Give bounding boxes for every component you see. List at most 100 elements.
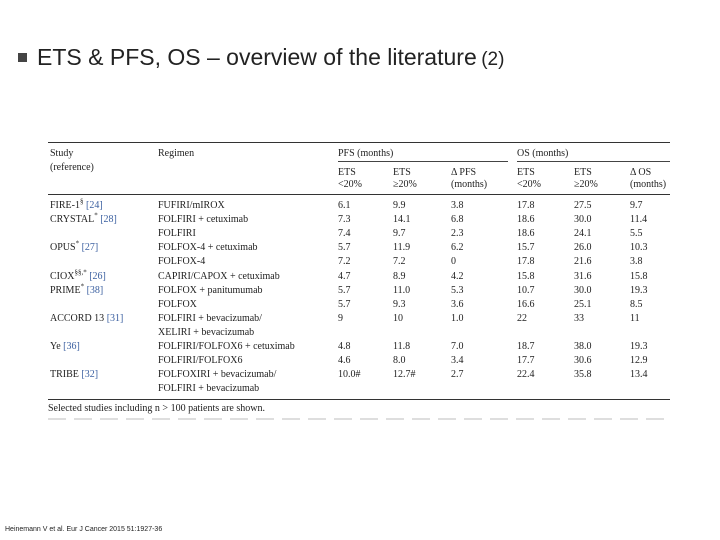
pfs-d-value: 4.2 bbox=[451, 270, 464, 282]
pfs-d-value: 6.2 bbox=[451, 242, 464, 254]
study-cell: PRIME* [38] bbox=[50, 282, 104, 296]
os-lt-value: 10.7 bbox=[517, 284, 535, 296]
pfs-ge-value: 7.2 bbox=[393, 256, 406, 268]
reference-link[interactable]: [38] bbox=[86, 284, 104, 296]
header-os-lt20-a: ETS bbox=[517, 167, 535, 178]
pfs-lt-value: 5.7 bbox=[338, 298, 351, 310]
pfs-d-value: 7.0 bbox=[451, 341, 464, 352]
pfs-lt-value: 7.3 bbox=[338, 214, 351, 226]
os-d-value: 19.3 bbox=[630, 341, 648, 352]
os-lt-value: 22 bbox=[517, 312, 527, 324]
os-ge-value: 30.6 bbox=[574, 355, 592, 367]
study-cell: FIRE-1§ [24] bbox=[50, 198, 103, 211]
os-d-value: 11 bbox=[630, 312, 640, 324]
study-name: CRYSTAL bbox=[50, 214, 95, 226]
slide-title: ETS & PFS, OS – overview of the literatu… bbox=[18, 44, 504, 71]
os-ge-value: 21.6 bbox=[574, 256, 592, 268]
os-d-value: 8.5 bbox=[630, 298, 643, 310]
slide-title-main: ETS & PFS, OS – overview of the literatu… bbox=[37, 44, 477, 70]
pfs-d-value: 2.7 bbox=[451, 369, 464, 381]
reference-link[interactable]: [28] bbox=[100, 214, 117, 226]
pfs-lt-value: 4.8 bbox=[338, 341, 351, 352]
regimen-cell: FOLFOX-4 bbox=[158, 256, 206, 268]
reference-link[interactable]: [27] bbox=[81, 242, 99, 254]
header-os-delta-b: (months) bbox=[630, 179, 667, 190]
os-ge-value: 27.5 bbox=[574, 200, 592, 211]
os-ge-value: 35.8 bbox=[574, 369, 592, 381]
study-cell: TRIBE [32] bbox=[50, 369, 98, 380]
os-ge-value: 26.0 bbox=[574, 242, 592, 254]
reference-link[interactable]: [31] bbox=[106, 312, 124, 324]
os-lt-value: 18.7 bbox=[517, 341, 535, 352]
regimen-cell: FUFIRI/mIROX bbox=[158, 200, 225, 211]
pfs-d-value: 0 bbox=[451, 256, 456, 268]
reference-link[interactable]: [32] bbox=[81, 369, 99, 381]
pfs-d-value: 1.0 bbox=[451, 312, 464, 324]
study-name: OPUS bbox=[50, 242, 76, 254]
header-pfs-group: PFS (months) bbox=[338, 148, 394, 159]
os-ge-value: 38.0 bbox=[574, 341, 592, 352]
reference-link[interactable]: [26] bbox=[89, 270, 106, 282]
citation: Heinemann V et al. Eur J Cancer 2015 51:… bbox=[5, 526, 163, 533]
pfs-ge-value: 9.3 bbox=[393, 298, 406, 310]
os-ge-value: 30.0 bbox=[574, 284, 592, 296]
header-pfs-ge20-a: ETS bbox=[393, 167, 411, 178]
os-d-value: 13.4 bbox=[630, 369, 648, 381]
os-d-value: 19.3 bbox=[630, 284, 648, 296]
pfs-lt-value: 4.6 bbox=[338, 355, 351, 367]
pfs-d-value: 5.3 bbox=[451, 284, 464, 296]
pfs-lt-value: 5.7 bbox=[338, 242, 351, 254]
os-ge-value: 24.1 bbox=[574, 228, 592, 240]
pfs-d-value: 3.6 bbox=[451, 298, 464, 310]
study-cell: ACCORD 13 [31] bbox=[50, 313, 123, 324]
pfs-d-value: 3.4 bbox=[451, 355, 464, 367]
header-os-ge20-b: ≥20% bbox=[574, 179, 598, 190]
os-lt-value: 17.8 bbox=[517, 256, 535, 268]
pfs-ge-value: 8.9 bbox=[393, 270, 406, 282]
pfs-d-value: 6.8 bbox=[451, 214, 464, 226]
regimen-cell: FOLFOX + panitumumab bbox=[158, 284, 263, 296]
os-d-value: 15.8 bbox=[630, 270, 648, 282]
os-lt-value: 22.4 bbox=[517, 369, 535, 381]
os-d-value: 5.5 bbox=[630, 228, 643, 240]
table-bottom-rule bbox=[48, 399, 670, 400]
os-ge-value: 30.0 bbox=[574, 214, 592, 226]
os-ge-value: 31.6 bbox=[574, 270, 592, 282]
study-superscript: * bbox=[75, 239, 80, 248]
pfs-lt-value: 5.7 bbox=[338, 284, 351, 296]
study-name: FIRE-1 bbox=[50, 200, 80, 211]
header-pfs-ge20-b: ≥20% bbox=[393, 179, 417, 190]
os-d-value: 11.4 bbox=[630, 214, 648, 226]
pfs-d-value: 2.3 bbox=[451, 228, 464, 240]
pfs-lt-value: 7.2 bbox=[338, 256, 351, 268]
header-reference: (reference) bbox=[50, 162, 94, 173]
study-cell: CIOX§§,* [26] bbox=[50, 268, 106, 282]
regimen-cell: FOLFIRI/FOLFOX6 bbox=[158, 355, 243, 367]
pfs-ge-value: 12.7# bbox=[393, 369, 416, 381]
study-name: Ye bbox=[50, 341, 61, 352]
os-d-value: 3.8 bbox=[630, 256, 643, 268]
pfs-lt-value: 6.1 bbox=[338, 200, 351, 211]
regimen-cell: FOLFIRI + bevacizumab/ bbox=[158, 312, 262, 324]
header-pfs-lt20-a: ETS bbox=[338, 167, 356, 178]
header-os-delta-a: Δ OS bbox=[630, 167, 652, 178]
reference-link[interactable]: [24] bbox=[86, 200, 103, 211]
os-lt-value: 18.6 bbox=[517, 228, 535, 240]
os-ge-value: 33 bbox=[574, 312, 584, 324]
pfs-group-rule bbox=[338, 161, 508, 162]
regimen-cell: FOLFIRI + bevacizumab bbox=[158, 383, 260, 395]
pfs-ge-value: 11.9 bbox=[393, 242, 411, 254]
regimen-cell: FOLFIRI bbox=[158, 228, 196, 240]
study-superscript: * bbox=[80, 282, 85, 291]
study-superscript: §§,* bbox=[74, 268, 87, 277]
regimen-cell: FOLFOX bbox=[158, 298, 197, 310]
pfs-ge-value: 11.0 bbox=[393, 284, 411, 296]
os-lt-value: 16.6 bbox=[517, 298, 535, 310]
study-name: ACCORD 13 bbox=[50, 312, 105, 324]
slide-title-sub: (2) bbox=[481, 49, 505, 70]
regimen-cell: XELIRI + bevacizumab bbox=[158, 326, 255, 338]
reference-link[interactable]: [36] bbox=[63, 341, 80, 352]
study-cell: Ye [36] bbox=[50, 341, 80, 352]
header-os-ge20-a: ETS bbox=[574, 167, 592, 178]
regimen-cell: CAPIRI/CAPOX + cetuximab bbox=[158, 270, 280, 282]
